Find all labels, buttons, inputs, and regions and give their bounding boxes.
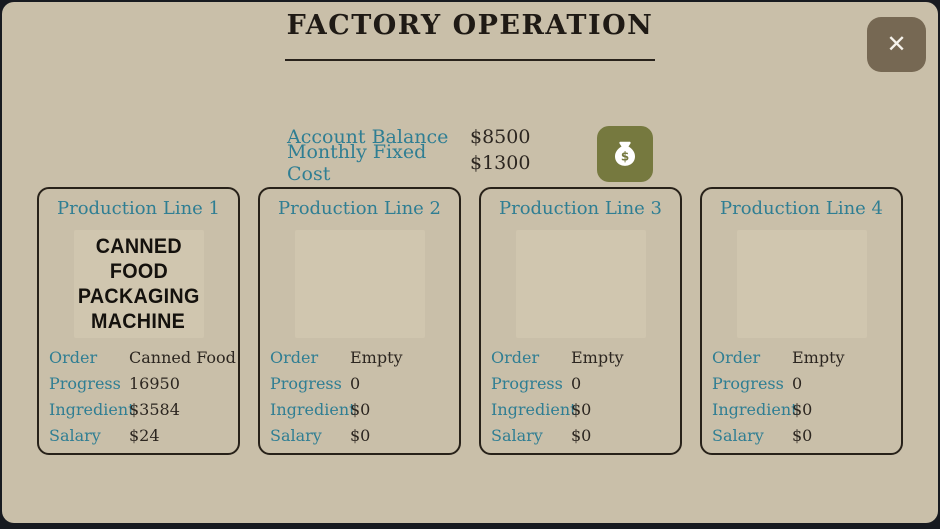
order-row: Order Empty (712, 345, 895, 371)
svg-text:$: $ (621, 150, 629, 164)
salary-label: Salary (712, 426, 764, 445)
production-line-1-card[interactable]: Production Line 1 CANNED FOOD PACKAGING … (37, 187, 240, 455)
ingredient-label: Ingredient (712, 400, 798, 419)
production-line-stats: Order Empty Progress 0 Ingredient $0 Sal… (712, 345, 895, 449)
order-value: Empty (792, 348, 845, 367)
salary-label: Salary (270, 426, 322, 445)
progress-row: Progress 0 (270, 371, 453, 397)
ingredient-row: Ingredient $0 (491, 397, 674, 423)
ingredient-row: Ingredient $3584 (49, 397, 232, 423)
ingredient-row: Ingredient $0 (712, 397, 895, 423)
production-line-title: Production Line 3 (498, 198, 663, 219)
machine-image-empty (736, 230, 867, 338)
salary-value: $0 (350, 426, 371, 445)
monthly-fixed-cost-value: $1300 (470, 152, 531, 174)
order-label: Order (712, 348, 761, 367)
salary-value: $24 (129, 426, 160, 445)
title-underline (285, 59, 655, 61)
production-line-stats: Order Canned Food Progress 16950 Ingredi… (49, 345, 236, 449)
machine-image: CANNED FOOD PACKAGING MACHINE (73, 230, 204, 338)
progress-label: Progress (49, 374, 121, 393)
salary-row: Salary $0 (712, 423, 895, 449)
close-button[interactable]: ✕ (867, 17, 926, 72)
production-line-4-card[interactable]: Production Line 4 Order Empty Progress 0… (700, 187, 903, 455)
ingredient-row: Ingredient $0 (270, 397, 453, 423)
account-balance-value: $8500 (470, 126, 531, 148)
progress-value: 0 (571, 374, 582, 393)
machine-image-empty (294, 230, 425, 338)
ingredient-label: Ingredient (491, 400, 577, 419)
order-value: Canned Food (129, 348, 236, 367)
progress-value: 16950 (129, 374, 180, 393)
machine-label-line: CANNED (95, 235, 182, 258)
machine-image-empty (515, 230, 646, 338)
order-row: Order Empty (491, 345, 674, 371)
production-line-stats: Order Empty Progress 0 Ingredient $0 Sal… (270, 345, 453, 449)
order-value: Empty (350, 348, 403, 367)
order-label: Order (270, 348, 319, 367)
money-bag-button[interactable]: $ (597, 126, 653, 182)
order-label: Order (49, 348, 98, 367)
progress-label: Progress (491, 374, 563, 393)
order-value: Empty (571, 348, 624, 367)
salary-label: Salary (491, 426, 543, 445)
progress-row: Progress 16950 (49, 371, 232, 397)
production-line-title: Production Line 4 (719, 198, 884, 219)
machine-label-line: MACHINE (91, 310, 186, 333)
production-line-stats: Order Empty Progress 0 Ingredient $0 Sal… (491, 345, 674, 449)
ingredient-value: $0 (350, 400, 371, 419)
money-bag-icon: $ (609, 138, 641, 170)
machine-label-line: PACKAGING (77, 285, 200, 308)
account-balance-label: Account Balance (287, 126, 449, 148)
progress-value: 0 (350, 374, 361, 393)
close-icon: ✕ (886, 30, 907, 58)
production-line-title: Production Line 2 (277, 198, 442, 219)
production-line-3-card[interactable]: Production Line 3 Order Empty Progress 0… (479, 187, 682, 455)
monthly-fixed-cost-row: Monthly Fixed Cost $1300 (287, 141, 647, 185)
salary-row: Salary $24 (49, 423, 232, 449)
production-line-2-card[interactable]: Production Line 2 Order Empty Progress 0… (258, 187, 461, 455)
salary-row: Salary $0 (270, 423, 453, 449)
machine-label-line: FOOD (109, 260, 168, 283)
order-label: Order (491, 348, 540, 367)
progress-value: 0 (792, 374, 803, 393)
order-row: Order Empty (270, 345, 453, 371)
salary-value: $0 (792, 426, 813, 445)
progress-row: Progress 0 (491, 371, 674, 397)
ingredient-label: Ingredient (49, 400, 135, 419)
page-title: FACTORY OPERATION (286, 10, 654, 41)
salary-label: Salary (49, 426, 101, 445)
ingredient-value: $0 (571, 400, 592, 419)
ingredient-label: Ingredient (270, 400, 356, 419)
order-row: Order Canned Food (49, 345, 236, 371)
progress-label: Progress (712, 374, 784, 393)
ingredient-value: $3584 (129, 400, 180, 419)
account-balance-row: Account Balance $8500 (287, 124, 647, 150)
ingredient-value: $0 (792, 400, 813, 419)
monthly-fixed-cost-label: Monthly Fixed Cost (287, 141, 427, 185)
progress-label: Progress (270, 374, 342, 393)
salary-value: $0 (571, 426, 592, 445)
production-line-title: Production Line 1 (56, 198, 221, 219)
salary-row: Salary $0 (491, 423, 674, 449)
progress-row: Progress 0 (712, 371, 895, 397)
